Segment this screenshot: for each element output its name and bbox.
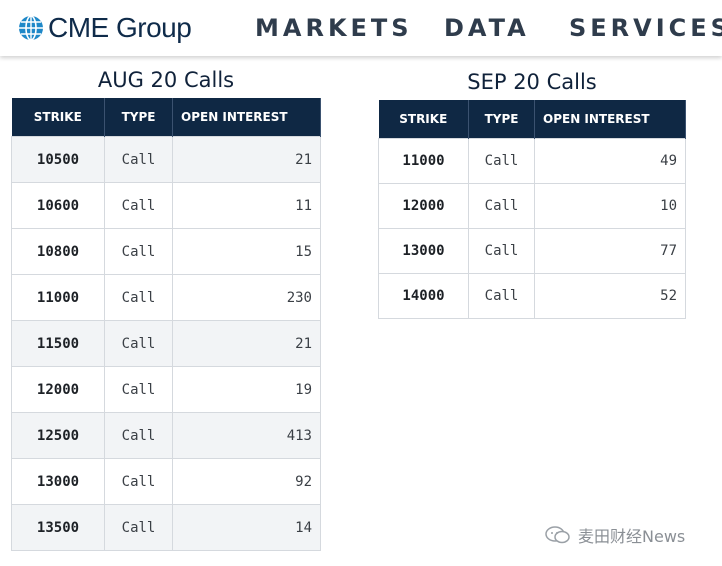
table-title: AUG 20 Calls bbox=[97, 68, 235, 92]
table-row: 11000 Call 230 bbox=[11, 274, 321, 321]
strike-cell: 10500 bbox=[11, 136, 105, 183]
cme-group-logo[interactable]: CME Group bbox=[18, 12, 192, 44]
nav-data[interactable]: DATA bbox=[444, 14, 530, 42]
sep-20-calls-table: STRIKE TYPE OPEN INTEREST 11000 Call 49 12… bbox=[378, 100, 686, 319]
type-cell: Call bbox=[104, 458, 173, 505]
table-row: 12000 Call 10 bbox=[378, 183, 686, 229]
aug-20-calls-panel: AUG 20 Calls STRIKE TYPE OPEN INTEREST 1… bbox=[11, 66, 321, 551]
column-header-open-interest[interactable]: OPEN INTEREST bbox=[172, 98, 321, 137]
type-cell: Call bbox=[468, 183, 535, 229]
type-cell: Call bbox=[104, 320, 173, 367]
strike-cell: 13000 bbox=[11, 458, 105, 505]
open-interest-cell: 49 bbox=[534, 138, 686, 184]
table-row: 11500 Call 21 bbox=[11, 320, 321, 367]
table-header-row: STRIKE TYPE OPEN INTEREST bbox=[11, 98, 321, 137]
open-interest-cell: 19 bbox=[172, 366, 321, 413]
sep-20-calls-panel: SEP 20 Calls STRIKE TYPE OPEN INTEREST 1… bbox=[378, 68, 686, 319]
column-header-type[interactable]: TYPE bbox=[104, 98, 173, 137]
strike-cell: 14000 bbox=[378, 273, 469, 319]
wechat-icon bbox=[545, 526, 570, 544]
table-row: 11000 Call 49 bbox=[378, 138, 686, 184]
column-header-type[interactable]: TYPE bbox=[468, 100, 535, 139]
open-interest-cell: 21 bbox=[172, 320, 321, 367]
type-cell: Call bbox=[468, 273, 535, 319]
watermark-text: 麦田财经News bbox=[578, 527, 686, 546]
type-cell: Call bbox=[468, 138, 535, 184]
table-title: SEP 20 Calls bbox=[467, 70, 597, 94]
aug-20-calls-table: STRIKE TYPE OPEN INTEREST 10500 Call 21 10… bbox=[11, 98, 321, 551]
strike-cell: 12000 bbox=[378, 183, 469, 229]
table-row: 12000 Call 19 bbox=[11, 366, 321, 413]
table-row: 10600 Call 11 bbox=[11, 182, 321, 229]
strike-cell: 10600 bbox=[11, 182, 105, 229]
type-cell: Call bbox=[104, 274, 173, 321]
strike-cell: 11500 bbox=[11, 320, 105, 367]
strike-cell: 12000 bbox=[11, 366, 105, 413]
open-interest-cell: 21 bbox=[172, 136, 321, 183]
type-cell: Call bbox=[468, 228, 535, 274]
strike-cell: 11000 bbox=[378, 138, 469, 184]
table-row: 13000 Call 92 bbox=[11, 458, 321, 505]
column-header-open-interest[interactable]: OPEN INTEREST bbox=[534, 100, 686, 139]
table-row: 10500 Call 21 bbox=[11, 136, 321, 183]
strike-cell: 10800 bbox=[11, 228, 105, 275]
table-row: 14000 Call 52 bbox=[378, 273, 686, 319]
open-interest-cell: 77 bbox=[534, 228, 686, 274]
table-row: 12500 Call 413 bbox=[11, 412, 321, 459]
strike-cell: 11000 bbox=[11, 274, 105, 321]
strike-cell: 12500 bbox=[11, 412, 105, 459]
column-header-strike[interactable]: STRIKE bbox=[378, 100, 469, 139]
watermark: 麦田财经News bbox=[544, 522, 685, 548]
table-row: 10800 Call 15 bbox=[11, 228, 321, 275]
table-row: 13000 Call 77 bbox=[378, 228, 686, 274]
strike-cell: 13500 bbox=[11, 504, 105, 551]
type-cell: Call bbox=[104, 228, 173, 275]
open-interest-cell: 92 bbox=[172, 458, 321, 505]
nav-services[interactable]: SERVICES bbox=[569, 14, 722, 42]
column-header-strike[interactable]: STRIKE bbox=[11, 98, 105, 137]
type-cell: Call bbox=[104, 504, 173, 551]
open-interest-cell: 230 bbox=[172, 274, 321, 321]
open-interest-cell: 10 bbox=[534, 183, 686, 229]
type-cell: Call bbox=[104, 412, 173, 459]
globe-icon bbox=[19, 15, 43, 41]
nav-markets[interactable]: MARKETS bbox=[255, 14, 413, 42]
open-interest-cell: 14 bbox=[172, 504, 321, 551]
top-nav-bar: CME Group MARKETS DATA SERVICES bbox=[0, 0, 722, 56]
strike-cell: 13000 bbox=[378, 228, 469, 274]
table-header-row: STRIKE TYPE OPEN INTEREST bbox=[378, 100, 686, 139]
open-interest-cell: 413 bbox=[172, 412, 321, 459]
type-cell: Call bbox=[104, 366, 173, 413]
type-cell: Call bbox=[104, 182, 173, 229]
table-row: 13500 Call 14 bbox=[11, 504, 321, 551]
open-interest-cell: 11 bbox=[172, 182, 321, 229]
logo-text: CME Group bbox=[48, 12, 192, 43]
open-interest-cell: 52 bbox=[534, 273, 686, 319]
type-cell: Call bbox=[104, 136, 173, 183]
open-interest-cell: 15 bbox=[172, 228, 321, 275]
